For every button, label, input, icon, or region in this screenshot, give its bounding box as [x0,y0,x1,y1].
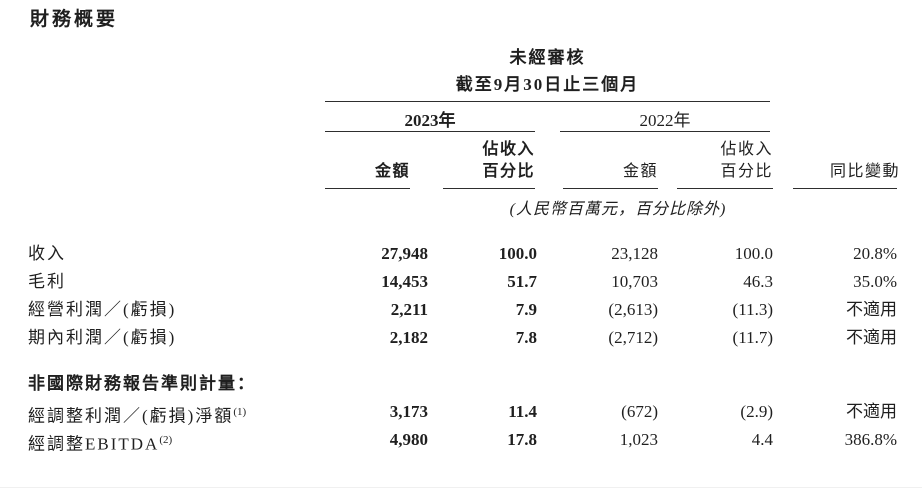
rule-col-yoy [793,188,897,189]
cell-amount-2022: (672) [621,402,658,421]
column-header-amount-2022: 金額 [622,163,658,180]
row-label: 經營利潤／(虧損) [28,300,177,319]
rule-col-pct-2022 [677,188,773,189]
cell-yoy: 不適用 [846,402,897,421]
cell-pct-2022: (11.3) [732,300,773,319]
cell-pct-2023: 7.8 [515,328,537,347]
cell-pct-2022: 4.4 [751,430,773,449]
table-row: 經營利潤／(虧損) 2,211 7.9 (2,613) (11.3) 不適用 [28,296,897,324]
row-label: 收入 [28,244,66,263]
cell-pct-2022: (11.7) [732,328,773,347]
cell-pct-2023: 100.0 [498,244,537,263]
table-body: 收入 27,948 100.0 23,128 100.0 20.8% 毛利 14,453 51.… [28,240,897,454]
table-row: 毛利 14,453 51.7 10,703 46.3 35.0% [28,268,897,296]
table-row: 經調整EBITDA(2) 4,980 17.8 1,023 4.4 386.8% [28,426,897,454]
column-group-2023: 2023年 [404,111,456,130]
table-row: 期內利潤／(虧損) 2,182 7.8 (2,712) (11.7) 不適用 [28,324,897,352]
cell-amount-2023: 2,182 [389,328,428,347]
column-header-amount-2023: 金額 [374,163,410,180]
rule-col-pct-2023 [443,188,535,189]
cell-pct-2023: 17.8 [507,430,537,449]
rule-col-amount-2022 [563,188,658,189]
cell-amount-2023: 2,211 [390,300,428,319]
column-header-pct-2022-line1: 佔收入 [720,141,773,158]
rule-col-amount-2023 [325,188,410,189]
cell-pct-2023: 51.7 [507,272,537,291]
row-label: 經調整EBITDA(2) [28,434,173,454]
page-title: 財務概要 [30,9,119,30]
currency-unit-note: (人民幣百萬元，百分比除外) [509,201,727,218]
table-row: 收入 27,948 100.0 23,128 100.0 20.8% [28,240,897,268]
cell-yoy: 386.8% [844,430,897,449]
cell-yoy: 20.8% [853,244,897,263]
cell-pct-2023: 7.9 [515,300,537,319]
cell-pct-2023: 11.4 [508,402,537,421]
cell-amount-2023: 14,453 [381,272,428,291]
rule-under-2022 [560,131,770,132]
row-label: 非國際財務報告準則計量： [28,374,256,393]
column-header-pct-2023-line1: 佔收入 [482,141,535,158]
row-label: 經調整利潤／(虧損)淨額(1) [28,406,247,426]
column-header-pct-2023-line2: 百分比 [482,163,535,180]
cell-amount-2022: 1,023 [619,430,658,449]
footnote-marker: (2) [159,434,173,446]
cell-pct-2022: 46.3 [743,272,773,291]
footnote-marker: (1) [233,406,247,418]
cell-amount-2022: (2,613) [608,300,658,319]
column-header-pct-2022-line2: 百分比 [720,163,773,180]
cell-amount-2022: (2,712) [608,328,658,347]
rule-under-period [325,101,770,102]
column-header-pct-2022: 佔收入 百分比 [671,139,773,183]
cell-amount-2023: 27,948 [381,244,428,263]
rule-under-2023 [325,131,535,132]
cell-amount-2023: 3,173 [389,402,428,421]
column-header-pct-2023: 佔收入 百分比 [433,139,535,183]
cell-amount-2023: 4,980 [389,430,428,449]
row-label: 期內利潤／(虧損) [28,328,177,347]
cell-yoy: 35.0% [853,272,897,291]
cell-yoy: 不適用 [846,300,897,319]
table-header-period: 未經審核 截至9月30日止三個月 [325,44,770,98]
header-period-label: 截至9月30日止三個月 [455,75,640,94]
column-header-yoy: 同比變動 [829,163,900,180]
bottom-divider [0,487,922,488]
cell-yoy: 不適用 [846,328,897,347]
header-unaudited-label: 未經審核 [509,48,586,67]
cell-amount-2022: 10,703 [611,272,658,291]
column-group-2022: 2022年 [639,111,691,130]
cell-amount-2022: 23,128 [611,244,658,263]
row-label: 毛利 [28,272,66,291]
cell-pct-2022: 100.0 [734,244,773,263]
cell-pct-2022: (2.9) [740,402,773,421]
section-header-row: 非國際財務報告準則計量： [28,370,897,398]
table-row: 經調整利潤／(虧損)淨額(1) 3,173 11.4 (672) (2.9) 不適用 [28,398,897,426]
